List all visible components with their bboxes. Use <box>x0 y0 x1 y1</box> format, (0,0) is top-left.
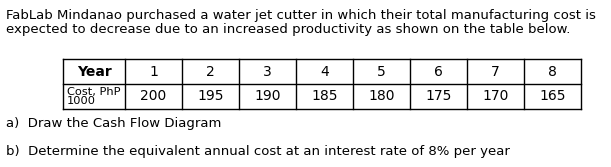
Text: 8: 8 <box>548 64 557 78</box>
Text: Cost, PhP: Cost, PhP <box>67 88 120 98</box>
Text: 170: 170 <box>482 90 509 104</box>
Text: expected to decrease due to an increased productivity as shown on the table belo: expected to decrease due to an increased… <box>6 23 571 36</box>
Text: 2: 2 <box>206 64 215 78</box>
Text: 180: 180 <box>368 90 395 104</box>
Text: a)  Draw the Cash Flow Diagram: a) Draw the Cash Flow Diagram <box>6 117 221 130</box>
Text: 6: 6 <box>434 64 443 78</box>
Text: 1: 1 <box>149 64 158 78</box>
Text: 195: 195 <box>197 90 224 104</box>
Text: 7: 7 <box>491 64 500 78</box>
Text: 4: 4 <box>320 64 329 78</box>
Text: b)  Determine the equivalent annual cost at an interest rate of 8% per year: b) Determine the equivalent annual cost … <box>6 145 510 158</box>
Text: FabLab Mindanao purchased a water jet cutter in which their total manufacturing : FabLab Mindanao purchased a water jet cu… <box>6 9 596 22</box>
Text: 3: 3 <box>263 64 272 78</box>
Text: 1000: 1000 <box>67 97 96 107</box>
Text: 175: 175 <box>425 90 452 104</box>
Text: 5: 5 <box>377 64 386 78</box>
Text: 165: 165 <box>540 90 566 104</box>
Text: 200: 200 <box>141 90 167 104</box>
Text: 190: 190 <box>254 90 280 104</box>
Text: Year: Year <box>76 64 111 78</box>
Text: 185: 185 <box>311 90 338 104</box>
